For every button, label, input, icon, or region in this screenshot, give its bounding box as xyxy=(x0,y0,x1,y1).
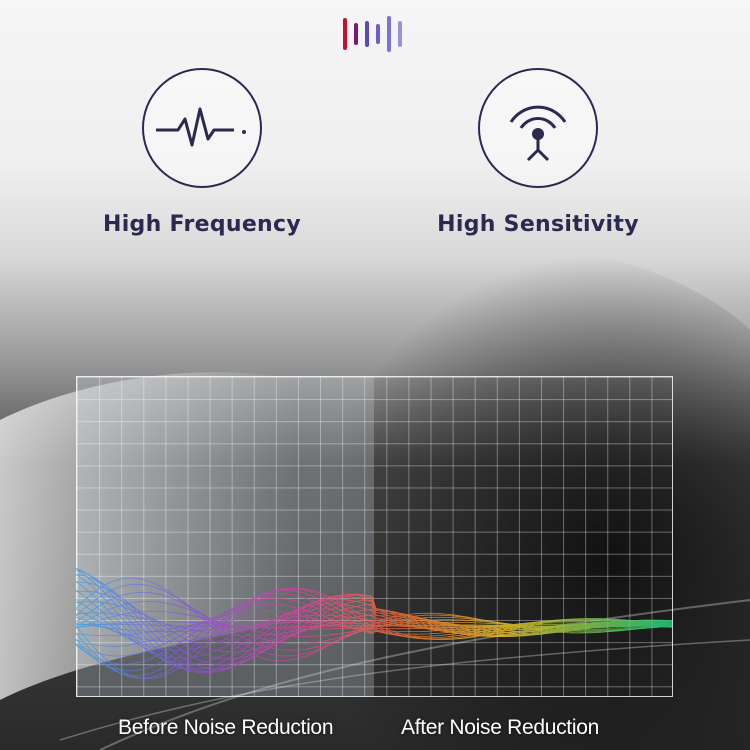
waveform-line xyxy=(76,614,673,642)
waveform-line xyxy=(76,591,673,651)
waveform-line xyxy=(76,600,673,644)
waveform-line xyxy=(76,577,673,662)
waveform-line xyxy=(76,621,673,633)
measurement-grid xyxy=(76,376,673,697)
waveform-line xyxy=(76,569,673,674)
feature-high-frequency: High Frequency xyxy=(72,68,332,237)
heartbeat-pulse-icon xyxy=(142,68,262,188)
after-noise-reduction-label: After Noise Reduction xyxy=(401,716,599,739)
brand-logo xyxy=(343,16,402,52)
feature-label: High Sensitivity xyxy=(437,212,639,237)
waveform-line xyxy=(76,621,672,630)
feature-high-sensitivity: High Sensitivity xyxy=(408,68,668,237)
signal-waveform xyxy=(76,567,673,680)
waveform-line xyxy=(76,610,673,647)
waveform-line xyxy=(76,589,673,677)
feature-label: High Frequency xyxy=(103,212,301,237)
antenna-signal-icon xyxy=(478,68,598,188)
before-noise-reduction-label: Before Noise Reduction xyxy=(118,716,334,739)
waveform-line xyxy=(76,603,673,657)
